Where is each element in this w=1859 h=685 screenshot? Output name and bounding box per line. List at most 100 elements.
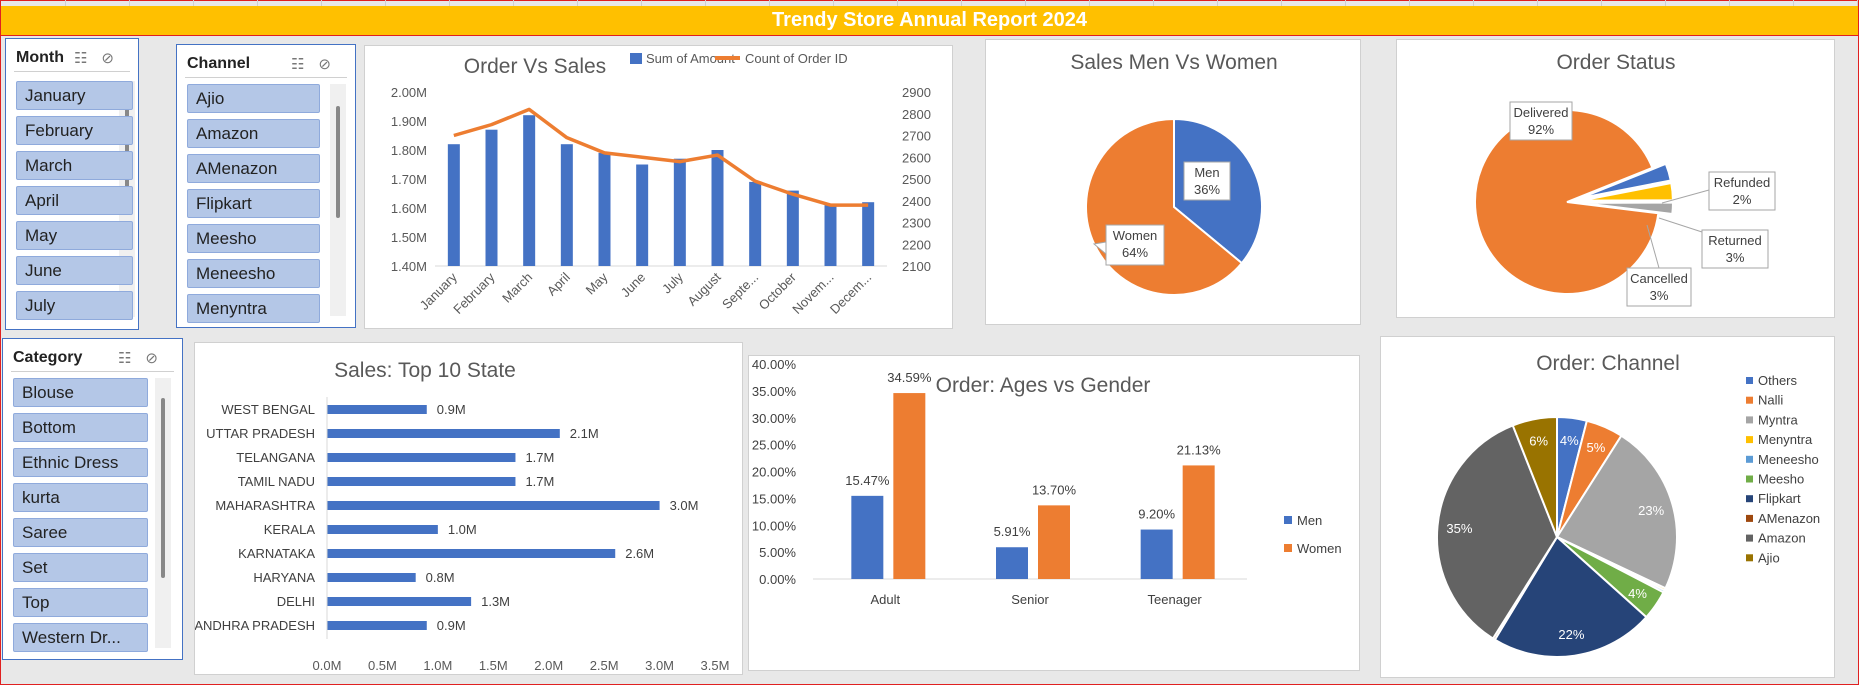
- ages-gender-panel: Order: Ages vs Gender 0.00% 5.00% 10.00% 15.…: [748, 355, 1360, 671]
- x-tick-label: 1.5M: [479, 658, 508, 673]
- data-label: Returned: [1708, 233, 1761, 248]
- leader-line: [1661, 189, 1710, 204]
- x-tick-label: Septe...: [719, 270, 761, 312]
- y-left-tick-label: 1.90M: [391, 114, 427, 129]
- slicer-item-bottom[interactable]: Bottom: [13, 413, 148, 442]
- pie-slice-cancelled: [1580, 162, 1672, 200]
- slice-label: 4%: [1628, 586, 1647, 601]
- slicer-item-saree[interactable]: Saree: [13, 518, 148, 547]
- data-callout: [1708, 171, 1776, 211]
- slicer-item-ethnic-dress[interactable]: Ethnic Dress: [13, 448, 148, 477]
- legend-swatch: [1746, 475, 1753, 483]
- y-right-tick-label: 2300: [902, 216, 931, 231]
- bar-value-label: 34.59%: [887, 370, 932, 385]
- legend-swatch: [1284, 516, 1292, 524]
- data-label: 3%: [1650, 288, 1669, 303]
- pie-slice-amazon: [1436, 424, 1559, 640]
- legend-label: Amazon: [1758, 531, 1806, 546]
- slicer-item-western-dr[interactable]: Western Dr...: [13, 623, 148, 652]
- y-tick-label: 10.00%: [752, 518, 797, 533]
- legend-label: Women: [1297, 541, 1342, 556]
- legend-label: Menyntra: [1758, 432, 1813, 447]
- bar: [862, 202, 875, 266]
- top-state-chart: Sales: Top 10 State WEST BENGAL 0.9M UTTAR …: [194, 359, 729, 673]
- y-tick-label: 30.00%: [752, 411, 797, 426]
- slicer-item-may[interactable]: May: [16, 221, 133, 250]
- bar: [523, 115, 536, 266]
- bar: [327, 573, 416, 582]
- multi-select-icon[interactable]: ☷: [73, 50, 102, 67]
- bar: [447, 144, 460, 266]
- data-callout: [1626, 267, 1692, 307]
- x-tick-label: 2.0M: [534, 658, 563, 673]
- slicer-item-march[interactable]: March: [16, 151, 133, 180]
- bar-value-label: 15.47%: [845, 473, 890, 488]
- bar-value-label: 0.8M: [426, 570, 455, 585]
- legend-swatch: [1746, 436, 1753, 444]
- bar-value-label: 3.0M: [670, 498, 699, 513]
- bar-value-label: 2.1M: [570, 426, 599, 441]
- bar: [1182, 465, 1215, 579]
- slicer-item-blouse[interactable]: Blouse: [13, 378, 148, 407]
- x-tick-label: 0.5M: [368, 658, 397, 673]
- data-callout: [1183, 161, 1231, 201]
- slicer-item-amazon[interactable]: Amazon: [187, 119, 320, 148]
- data-label: 2%: [1733, 192, 1752, 207]
- y-right-tick-label: 2500: [902, 172, 931, 187]
- legend-swatch: [1746, 495, 1753, 503]
- multi-select-icon[interactable]: ☷: [290, 56, 319, 73]
- slicer-item-flipkart[interactable]: Flipkart: [187, 189, 320, 218]
- bar: [327, 429, 560, 438]
- bar-value-label: 1.7M: [525, 474, 554, 489]
- bar: [327, 501, 660, 510]
- x-tick-label: July: [659, 269, 686, 296]
- slicer-item-ajio[interactable]: Ajio: [187, 84, 320, 113]
- multi-select-icon[interactable]: ☷: [117, 350, 146, 367]
- slicer-item-january[interactable]: January: [16, 81, 133, 110]
- category-slicer[interactable]: Category ☷⊘ Blouse Bottom Ethnic Dress kurt…: [2, 338, 183, 660]
- chart-title: Order Vs Sales: [464, 55, 606, 78]
- slicer-item-top[interactable]: Top: [13, 588, 148, 617]
- slicer-item-february[interactable]: February: [16, 116, 133, 145]
- clear-filter-icon[interactable]: ⊘: [145, 350, 172, 367]
- clear-filter-icon[interactable]: ⊘: [101, 50, 128, 67]
- y-category-label: TAMIL NADU: [238, 474, 315, 489]
- legend-label: Sum of Amount: [646, 51, 735, 66]
- data-label: Refunded: [1714, 175, 1770, 190]
- y-category-label: KARNATAKA: [238, 546, 315, 561]
- y-tick-label: 40.00%: [752, 357, 797, 372]
- slicer-item-amenazon[interactable]: AMenazon: [187, 154, 320, 183]
- bar-value-label: 1.3M: [481, 594, 510, 609]
- slicer-title: Channel: [187, 55, 251, 72]
- chart-title: Order: Channel: [1536, 352, 1680, 375]
- slicer-scrollbar[interactable]: [330, 84, 346, 316]
- x-tick-label: February: [450, 269, 498, 317]
- slicer-item-july[interactable]: July: [16, 291, 133, 320]
- bar: [327, 453, 516, 462]
- slicer-item-meneesho[interactable]: Meneesho: [187, 259, 320, 288]
- slicer-item-june[interactable]: June: [16, 256, 133, 285]
- pie-slice-flipkart: [1493, 535, 1648, 658]
- bar: [327, 405, 427, 414]
- bar-value-label: 5.91%: [994, 524, 1031, 539]
- month-slicer[interactable]: Month ☷⊘ January February March April May Jun…: [5, 38, 139, 330]
- slicer-item-meesho[interactable]: Meesho: [187, 224, 320, 253]
- slicer-title: Month: [16, 49, 64, 66]
- report-title: Trendy Store Annual Report 2024: [1, 6, 1858, 36]
- x-tick-label: Senior: [1011, 592, 1049, 607]
- slicer-item-set[interactable]: Set: [13, 553, 148, 582]
- data-label: 3%: [1726, 250, 1745, 265]
- bar-value-label: 1.0M: [448, 522, 477, 537]
- slicer-item-kurta[interactable]: kurta: [13, 483, 148, 512]
- legend-swatch: [1746, 554, 1753, 562]
- y-tick-label: 0.00%: [759, 572, 796, 587]
- slicer-item-menyntra[interactable]: Menyntra: [187, 294, 320, 323]
- bar-value-label: 13.70%: [1032, 482, 1077, 497]
- x-tick-label: 0.0M: [313, 658, 342, 673]
- channel-slicer[interactable]: Channel ☷⊘ Ajio Amazon AMenazon Flipkart Mee…: [176, 44, 356, 328]
- slicer-scrollbar[interactable]: [155, 378, 171, 648]
- slicer-item-april[interactable]: April: [16, 186, 133, 215]
- x-tick-label: June: [618, 270, 649, 301]
- clear-filter-icon[interactable]: ⊘: [318, 56, 345, 73]
- pie-slice-delivered: [1474, 109, 1660, 295]
